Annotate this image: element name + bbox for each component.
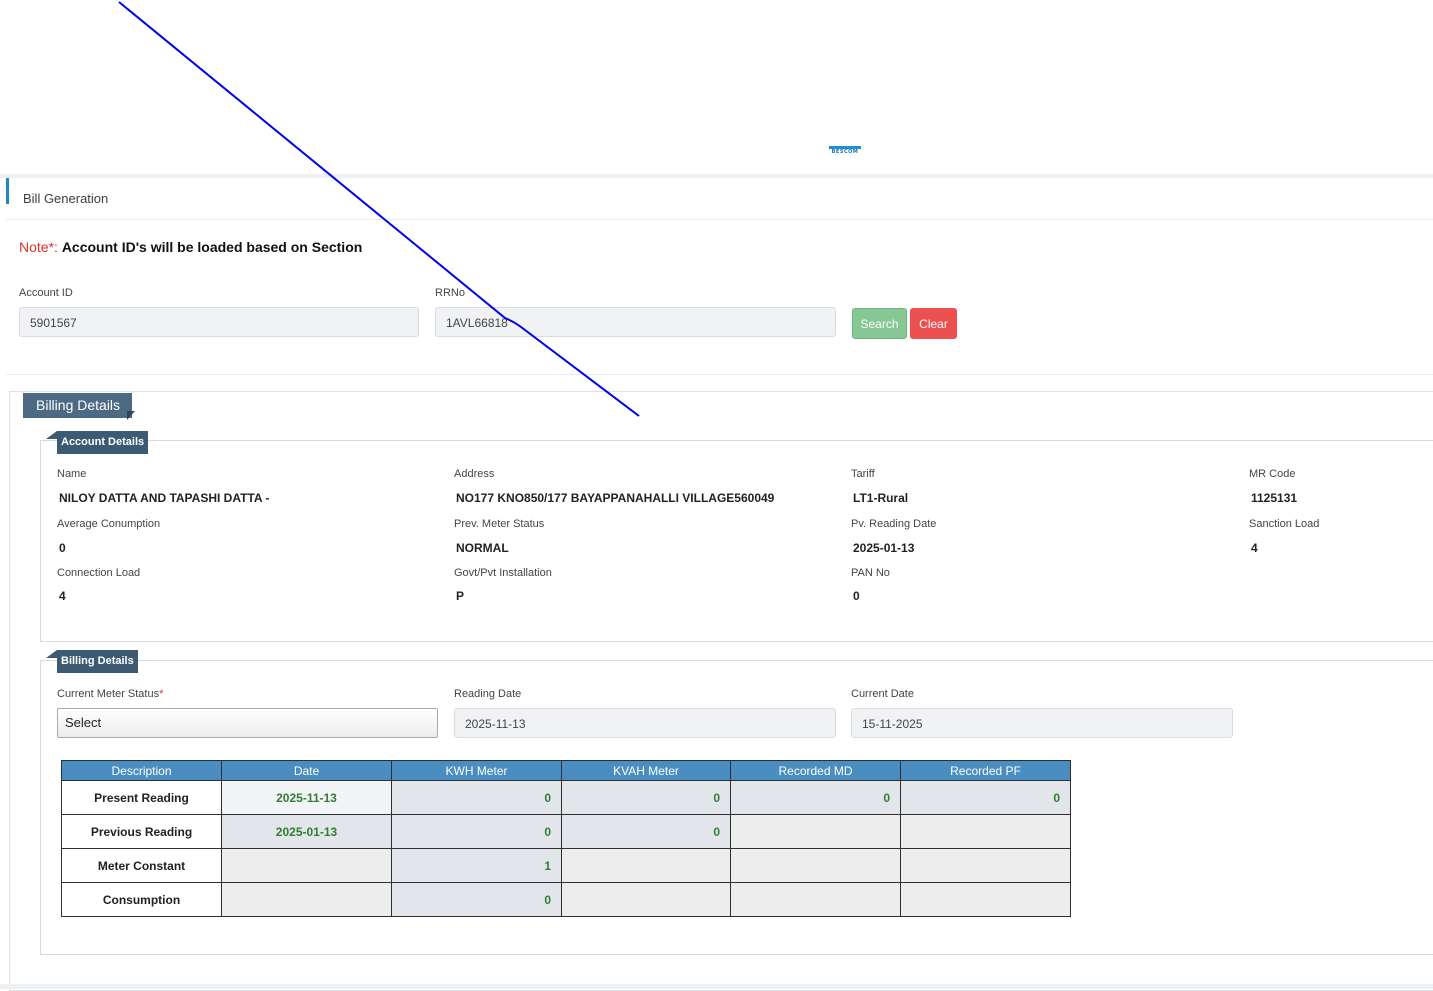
meter-status-label-text: Current Meter Status [57,688,160,700]
reading-date-input[interactable]: 2025-11-13 [454,708,836,738]
rrno-label: RRNo [435,287,465,299]
present-md-input[interactable]: 0 [730,780,901,815]
tariff-label: Tariff [851,468,875,480]
address-value: NO177 KNO850/177 BAYAPPANAHALLI VILLAGE5… [456,491,775,505]
current-date-input[interactable]: 15-11-2025 [851,708,1233,738]
previous-reading-desc: Previous Reading [61,814,222,849]
mr-code-value: 1125131 [1251,491,1298,505]
consumption-kwh: 0 [391,882,562,917]
connection-load-label: Connection Load [57,567,141,579]
readings-table: Description Date KWH Meter KVAH Meter Re… [61,760,1071,917]
prev-meter-status-value: NORMAL [456,541,509,555]
mr-code-label: MR Code [1249,468,1296,480]
table-row: Previous Reading 2025-01-13 0 0 [61,814,1071,849]
meter-constant-kwh: 1 [391,848,562,883]
table-row: Present Reading 2025-11-13 0 0 0 0 [61,780,1071,815]
pan-label: PAN No [851,567,890,579]
previous-reading-date: 2025-01-13 [221,814,392,849]
header-date: Date [221,760,392,781]
tariff-value: LT1-Rural [853,491,909,505]
installation-value: P [456,589,465,603]
present-reading-desc: Present Reading [61,780,222,815]
billing-tag-fold [127,411,135,420]
account-id-input[interactable]: 5901567 [19,307,419,337]
bescom-logo: BESCOM [829,146,861,157]
consumption-date [221,882,392,917]
meter-constant-md [730,848,901,883]
page-title: Bill Generation [23,191,109,206]
sanction-load-label: Sanction Load [1249,518,1320,530]
note-star: *: [48,239,58,255]
name-value: NILOY DATTA AND TAPASHI DATTA - [59,491,270,505]
billing-details-title: Billing Details [57,650,138,673]
note-prefix: Note [19,239,49,255]
header-kvah: KVAH Meter [561,760,731,781]
meter-status-label: Current Meter Status* [57,688,163,700]
header-recorded-md: Recorded MD [730,760,901,781]
previous-md-cell [730,814,901,849]
pv-reading-date-value: 2025-01-13 [853,541,915,555]
avg-consumption-value: 0 [59,541,66,555]
account-details-panel [40,440,1433,642]
consumption-pf [900,882,1071,917]
current-date-label: Current Date [851,688,914,700]
search-button[interactable]: Search [852,308,907,339]
header-recorded-pf: Recorded PF [900,760,1071,781]
account-tag-fold [46,431,57,439]
meter-constant-desc: Meter Constant [61,848,222,883]
header-description: Description [61,760,222,781]
account-details-title: Account Details [57,431,149,454]
pv-reading-date-label: Pv. Reading Date [851,518,937,530]
meter-constant-kvah [561,848,731,883]
logo-text: BESCOM [831,149,859,155]
previous-kvah-value: 0 [561,814,731,849]
note-text: Account ID's will be loaded based on Sec… [61,239,363,255]
name-label: Name [57,468,87,480]
table-row: Meter Constant 1 [61,848,1071,883]
required-mark: * [159,688,164,700]
logo-bar [829,146,861,149]
avg-consumption-label: Average Conumption [57,518,161,530]
form-divider [6,374,1433,375]
sanction-load-value: 4 [1251,541,1258,555]
rrno-input[interactable]: 1AVL66818 [435,307,836,337]
header-accent [6,178,9,204]
billing-section-title: Billing Details [24,393,133,418]
reading-date-label: Reading Date [454,688,522,700]
section-note: Note*: Account ID's will be loaded based… [19,239,362,255]
top-divider [0,174,1433,178]
pan-value: 0 [853,589,860,603]
connection-load-value: 4 [59,589,66,603]
account-id-label: Account ID [19,287,73,299]
previous-pf-cell [900,814,1071,849]
meter-constant-date [221,848,392,883]
clear-button[interactable]: Clear [910,308,957,339]
consumption-desc: Consumption [61,882,222,917]
bottom-divider [0,984,1433,989]
table-header-row: Description Date KWH Meter KVAH Meter Re… [61,760,1071,781]
prev-meter-status-label: Prev. Meter Status [454,518,545,530]
consumption-md [730,882,901,917]
billing-details-tag-fold [46,650,57,658]
page-header: Bill Generation [6,178,1433,220]
present-kwh-input[interactable]: 0 [391,780,562,815]
present-pf-input[interactable]: 0 [900,780,1071,815]
present-kvah-input[interactable]: 0 [561,780,731,815]
present-reading-date: 2025-11-13 [221,780,392,815]
installation-label: Govt/Pvt Installation [454,567,552,579]
header-kwh: KWH Meter [391,760,562,781]
previous-kwh-value: 0 [391,814,562,849]
table-row: Consumption 0 [61,882,1071,917]
address-label: Address [454,468,495,480]
billing-details-panel [40,660,1433,955]
meter-status-select[interactable]: Select [57,708,438,738]
consumption-kvah [561,882,731,917]
meter-constant-pf [900,848,1071,883]
